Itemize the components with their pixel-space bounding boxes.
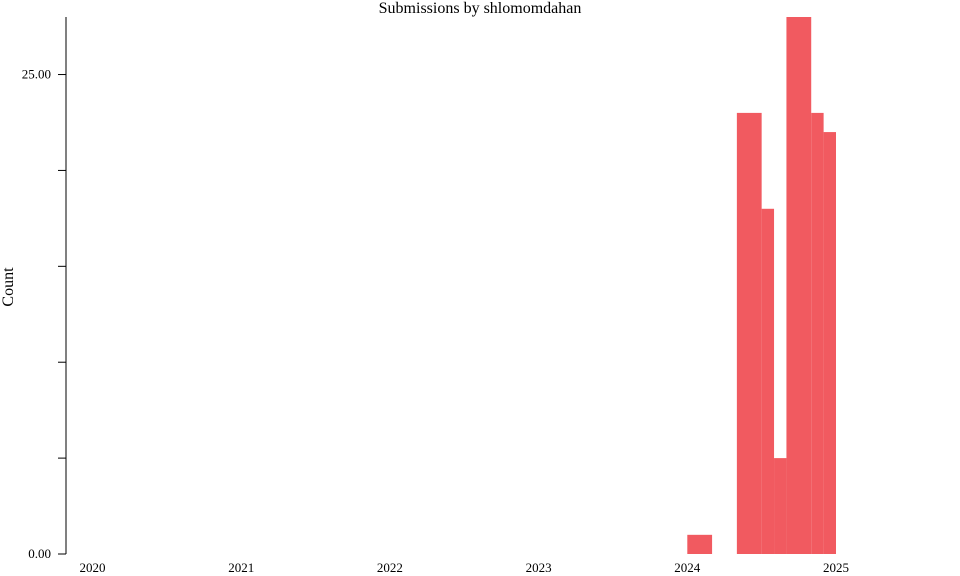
y-axis-title: Count [0, 267, 17, 307]
x-tick-label: 2020 [80, 560, 106, 575]
x-tick-label: 2022 [377, 560, 403, 575]
bar [736, 112, 762, 555]
y-tick-label: 25.00 [22, 67, 51, 82]
chart-title: Submissions by shlomomdahan [379, 0, 582, 17]
x-tick-label: 2021 [228, 560, 254, 575]
bar [786, 17, 812, 554]
bars-group [687, 17, 836, 555]
x-tick-label: 2025 [823, 560, 849, 575]
x-tick-label: 2023 [526, 560, 552, 575]
x-tick-label: 2024 [674, 560, 701, 575]
bar [811, 112, 824, 555]
y-axis-ticks: 0.00 25.00 [22, 67, 66, 561]
bar [687, 534, 713, 554]
x-axis-ticks: 2020 2021 2022 2023 2024 2025 [80, 560, 850, 575]
y-tick-label: 0.00 [28, 546, 51, 561]
bar [823, 132, 836, 555]
bar [761, 208, 775, 555]
bar [774, 458, 787, 554]
